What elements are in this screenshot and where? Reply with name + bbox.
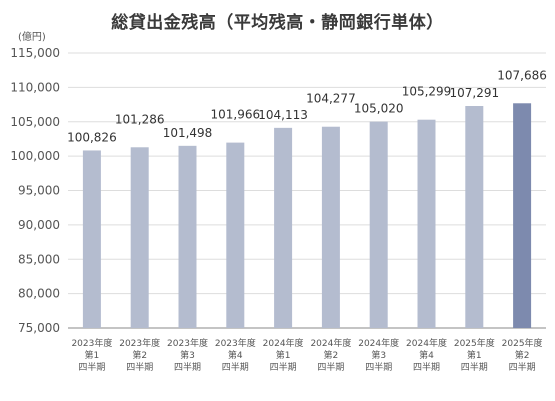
data-label: 101,286 (115, 112, 165, 126)
bar (274, 127, 293, 329)
y-tick-label: 90,000 (18, 218, 60, 232)
data-label: 100,826 (67, 130, 117, 144)
x-tick-label: 2025年度第1 四半期 (454, 337, 495, 373)
chart-title: 総貸出金残高（平均残高・静岡銀行単体） (111, 13, 444, 33)
bar (178, 145, 197, 328)
data-label: 107,291 (449, 86, 499, 100)
bar (417, 119, 436, 329)
data-label: 104,277 (306, 92, 356, 106)
x-tick-label: 2023年度第4 四半期 (215, 337, 256, 373)
y-tick-label: 85,000 (18, 252, 60, 266)
data-label: 101,498 (163, 126, 213, 140)
y-tick-label: 80,000 (18, 287, 60, 301)
data-label: 101,966 (210, 108, 260, 122)
data-label: 107,686 (497, 68, 547, 82)
y-tick-label: 110,000 (10, 80, 60, 94)
bar (321, 126, 340, 328)
data-label: 104,113 (258, 108, 308, 122)
data-label: 105,299 (402, 85, 452, 99)
bar (226, 142, 245, 328)
x-tick-label: 2023年度第3 四半期 (167, 337, 208, 373)
y-tick-label: 100,000 (10, 149, 60, 163)
bar (369, 121, 388, 328)
x-tick-label: 2024年度第4 四半期 (406, 337, 447, 373)
x-tick-label: 2023年度第1 四半期 (71, 337, 112, 373)
y-tick-label: 75,000 (18, 321, 60, 335)
x-tick-label: 2024年度第3 四半期 (358, 337, 399, 373)
bar (513, 103, 532, 328)
x-tick-label: 2025年度第2 四半期 (502, 337, 543, 373)
bar (130, 147, 149, 328)
x-tick-label: 2023年度第2 四半期 (119, 337, 160, 373)
y-tick-label: 115,000 (10, 46, 60, 60)
y-tick-label: 95,000 (18, 184, 60, 198)
y-axis-unit-label: (億円) (18, 32, 46, 43)
x-tick-label: 2024年度第2 四半期 (310, 337, 351, 373)
y-tick-label: 105,000 (10, 115, 60, 129)
data-label: 105,020 (354, 102, 404, 116)
bar (465, 105, 484, 328)
x-tick-label: 2024年度第1 四半期 (263, 337, 304, 373)
bar (82, 150, 101, 328)
